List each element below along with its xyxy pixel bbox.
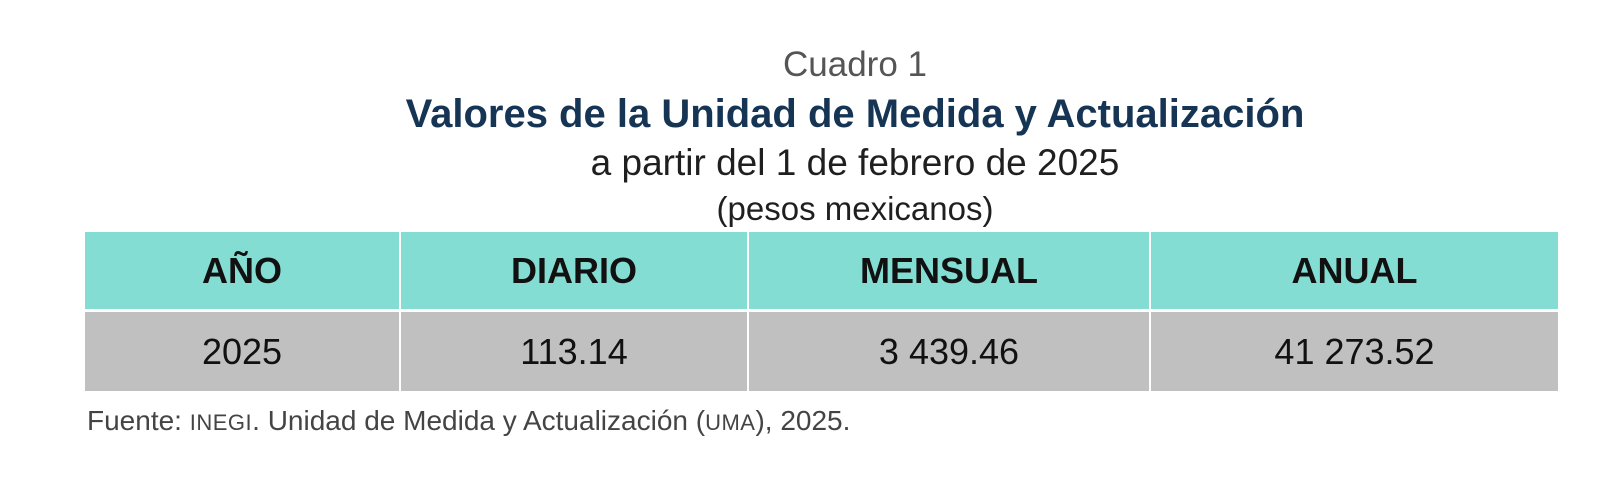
table-units: (pesos mexicanos) [716, 190, 994, 227]
table-subtitle: a partir del 1 de febrero de 2025 [590, 142, 1120, 183]
source-org: INEGI [189, 410, 253, 435]
column-header-year: AÑO [85, 232, 401, 312]
cell-monthly: 3 439.46 [748, 310, 1151, 391]
uma-values-table: AÑO DIARIO MENSUAL ANUAL 2025 113.14 3 4… [85, 232, 1558, 391]
table-title: Valores de la Unidad de Medida y Actuali… [405, 92, 1305, 136]
cell-annual: 41 273.52 [1150, 310, 1558, 391]
column-header-daily: DIARIO [400, 232, 749, 312]
cell-year: 2025 [85, 310, 401, 391]
source-suffix: ), 2025. [755, 405, 851, 436]
cell-daily: 113.14 [400, 310, 749, 391]
source-prefix: Fuente: [87, 405, 190, 436]
source-abbr: UMA [705, 410, 756, 435]
source-note: Fuente: INEGI. Unidad de Medida y Actual… [87, 403, 850, 441]
source-middle: . Unidad de Medida y Actualización ( [252, 405, 706, 436]
column-header-monthly: MENSUAL [748, 232, 1151, 312]
table-header-row: AÑO DIARIO MENSUAL ANUAL [85, 232, 1558, 312]
table-caption: Cuadro 1 [783, 45, 927, 84]
column-header-annual: ANUAL [1150, 232, 1558, 312]
table-row: 2025 113.14 3 439.46 41 273.52 [85, 310, 1558, 391]
